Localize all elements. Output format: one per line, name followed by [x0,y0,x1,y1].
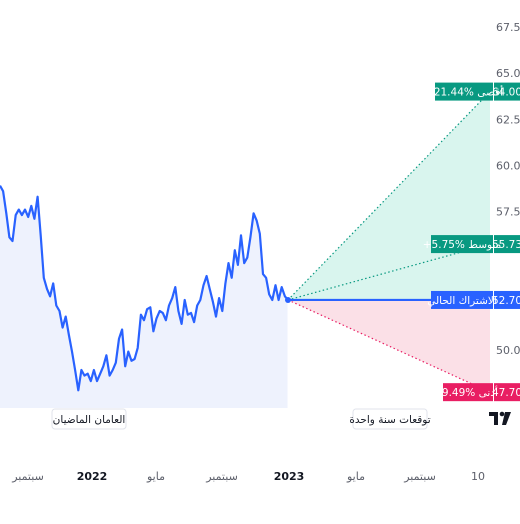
series-flag [431,290,493,309]
series-flag-label: +5.75% متوسط [423,239,501,251]
value-badge [494,82,520,101]
downside-zone [288,299,490,393]
series-flag-label: -9.49% أدنى [438,385,498,399]
x-tick-label: 2023 [274,470,305,483]
y-tick-label: 67.50 [496,21,520,34]
value-badge [494,235,520,254]
forecast-period-label: توقعات سنة واحدة [349,414,430,426]
series-flag [435,82,493,101]
history-price-line [0,185,289,392]
x-tick-label: سبتمبر [205,470,238,483]
y-tick-label: 57.50 [496,205,520,218]
x-tick-label: مايو [146,470,165,483]
series-flag-label: +21.44% أقصى [425,85,503,99]
y-tick-label: 50.00 [496,344,520,357]
avg-forecast-line [287,243,491,301]
history-period-label: العامان الماضيان [53,414,126,426]
x-tick-label: سبتمبر [11,470,44,483]
y-tick-label: 62.50 [496,113,520,126]
series-flag [443,383,493,402]
x-tick-label: 10 [471,470,485,483]
x-tick-label: سبتمبر [403,470,436,483]
forecast-period-label-box [352,408,428,430]
y-tick-label: 65.00 [496,67,520,80]
tradingview-logo-icon [489,411,511,425]
max-forecast-line [287,91,491,301]
value-badge [494,383,520,402]
x-tick-label: 2022 [77,470,108,483]
min-forecast-line [287,299,491,393]
history-area [0,185,288,408]
value-badge [494,290,520,309]
y-tick-label: 60.00 [496,159,520,172]
value-badge-label: 64.00 [492,87,520,99]
series-flag [431,235,493,254]
value-badge-label: 52.70 [492,295,520,307]
current-point [285,296,291,303]
series-flag-label: الاشتراك الحالي [427,295,497,307]
value-badge-label: 55.73 [492,239,520,251]
history-period-label-box [51,408,127,430]
x-tick-label: مايو [346,470,365,483]
value-badge-label: 47.70 [492,387,520,399]
